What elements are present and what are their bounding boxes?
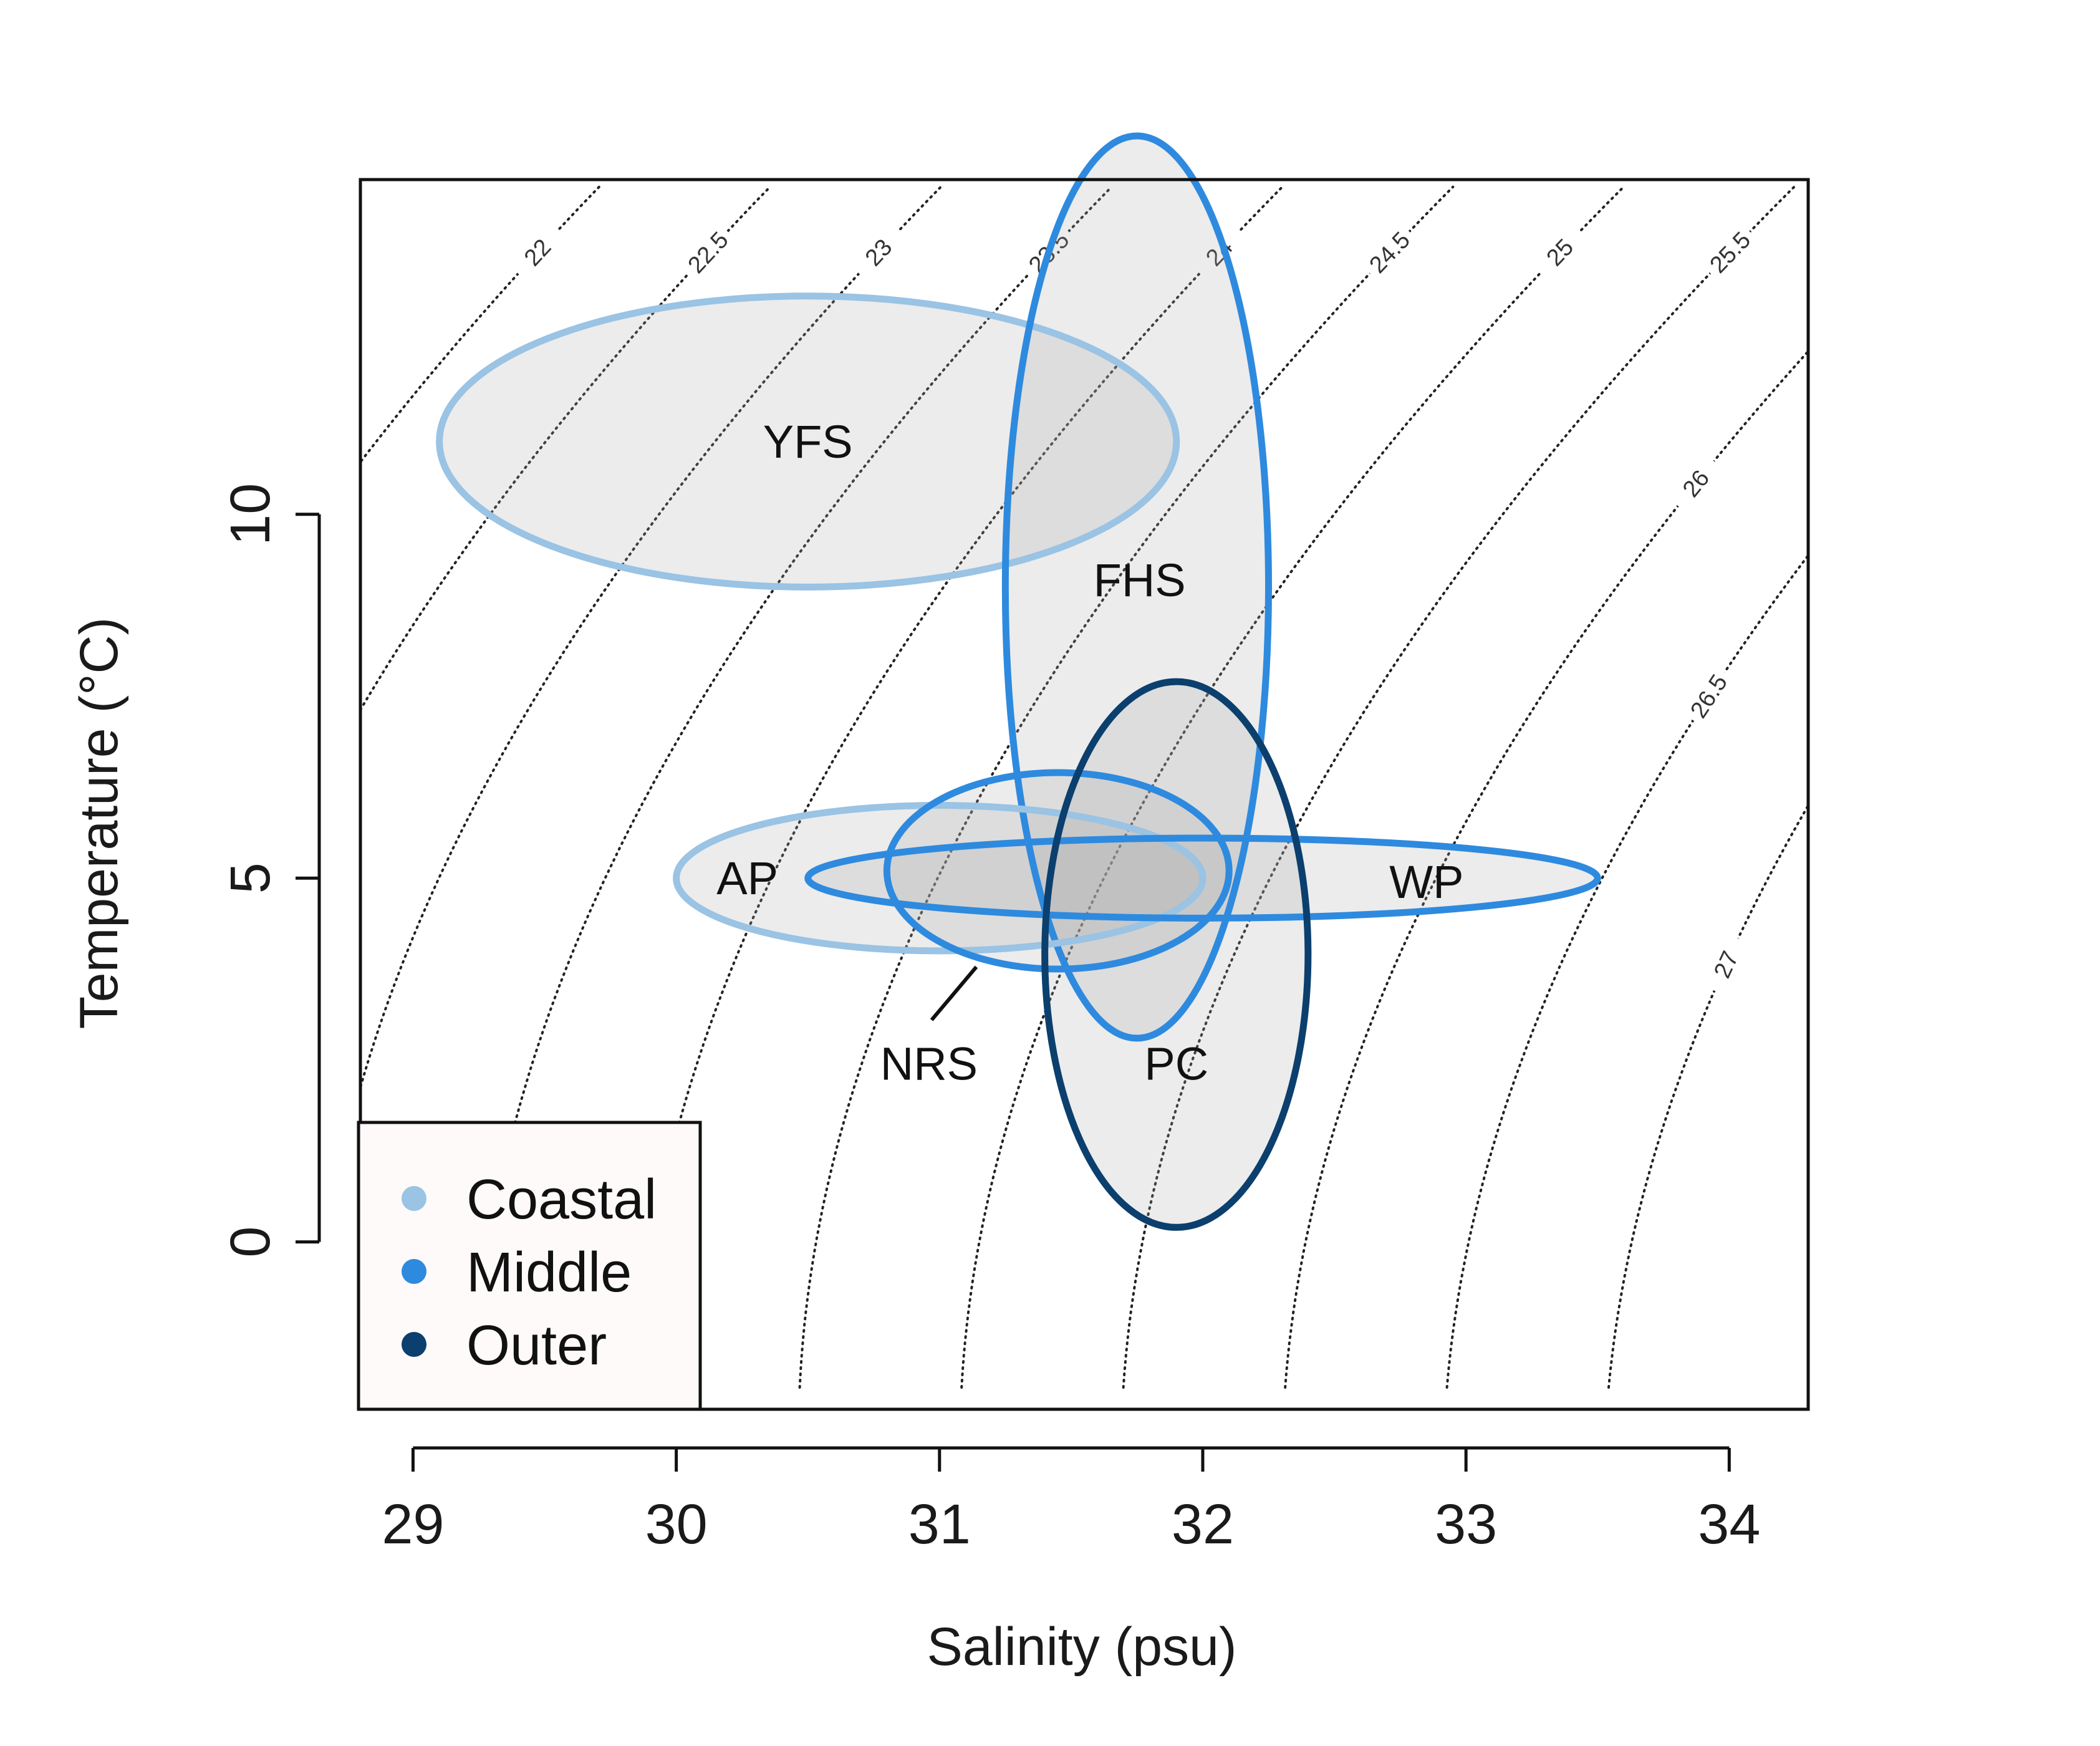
x-tick-label: 32: [1172, 1493, 1234, 1556]
legend-label-outer: Outer: [466, 1314, 607, 1377]
legend-marker-middle: [402, 1259, 426, 1284]
legend: Coastal Middle Outer: [357, 1121, 702, 1411]
ellipse-pc: [1041, 678, 1312, 1231]
isopycnal-label-bg: [1361, 223, 1418, 282]
ellipse-yfs: [436, 292, 1180, 591]
isopycnal-line-10: [1445, 553, 1808, 1389]
isopycnal-line-1: [360, 185, 600, 465]
legend-label-middle: Middle: [466, 1242, 632, 1304]
isopycnal-line-8: [1122, 185, 1796, 1389]
legend-marker-coastal: [402, 1186, 426, 1211]
x-tick-label: 29: [382, 1493, 444, 1556]
y-tick-label: 10: [219, 483, 282, 546]
isopycnal-label-bg: [1668, 453, 1724, 514]
isopycnal-line-9: [1284, 349, 1808, 1389]
isopycnal-label-bg: [509, 223, 566, 282]
ellipse-label-nrs: NRS: [880, 1038, 978, 1090]
isopycnal-label-bg: [1531, 223, 1589, 282]
legend-marker-outer: [402, 1332, 426, 1357]
isopycnal-label-bg: [849, 223, 907, 282]
plot-frame: [359, 178, 1810, 1411]
ellipse-label-fhs: FHS: [1094, 554, 1186, 606]
x-tick-label: 33: [1435, 1493, 1497, 1556]
x-axis-title: Salinity (psu): [927, 1617, 1236, 1677]
isopycnal-label-bg: [679, 223, 737, 282]
ellipse-wp: [804, 834, 1601, 922]
ellipse-ap: [673, 802, 1207, 955]
x-tick-label: 30: [645, 1493, 708, 1556]
ellipse-fill-pc: [1044, 682, 1308, 1228]
isopycnal-label-bg: [1702, 933, 1750, 996]
isopycnal-label-bg: [1682, 665, 1735, 727]
isopycnal-line-11: [1607, 803, 1808, 1389]
y-tick-label: 5: [219, 862, 282, 894]
legend-label-coastal: Coastal: [466, 1169, 657, 1231]
y-tick-label: 0: [219, 1227, 282, 1258]
ellipse-label-wp: WP: [1389, 856, 1463, 908]
ellipse-label-yfs: YFS: [763, 416, 853, 468]
x-tick-label: 34: [1698, 1493, 1760, 1556]
ellipse-fill-yfs: [439, 296, 1177, 587]
ellipse-layer: YFS FHS AP WP NRS PC: [436, 132, 1601, 1231]
axis-layer: 29 30 31 32 33 34 0 5 10: [219, 178, 1810, 1556]
y-axis-title: Temperature (°C): [69, 617, 129, 1029]
isopycnal-label-bg: [1701, 223, 1759, 282]
isopycnal-label-bg: [1190, 223, 1248, 282]
nrs-leader-line: [930, 965, 978, 1021]
ellipse-label-pc: PC: [1144, 1038, 1208, 1090]
ellipse-fhs: [1001, 132, 1273, 1042]
isopycnal-line-3: [360, 185, 942, 1092]
ellipse-label-ap: AP: [716, 852, 778, 904]
x-tick-label: 31: [908, 1493, 971, 1556]
ellipse-nrs: [883, 769, 1233, 973]
